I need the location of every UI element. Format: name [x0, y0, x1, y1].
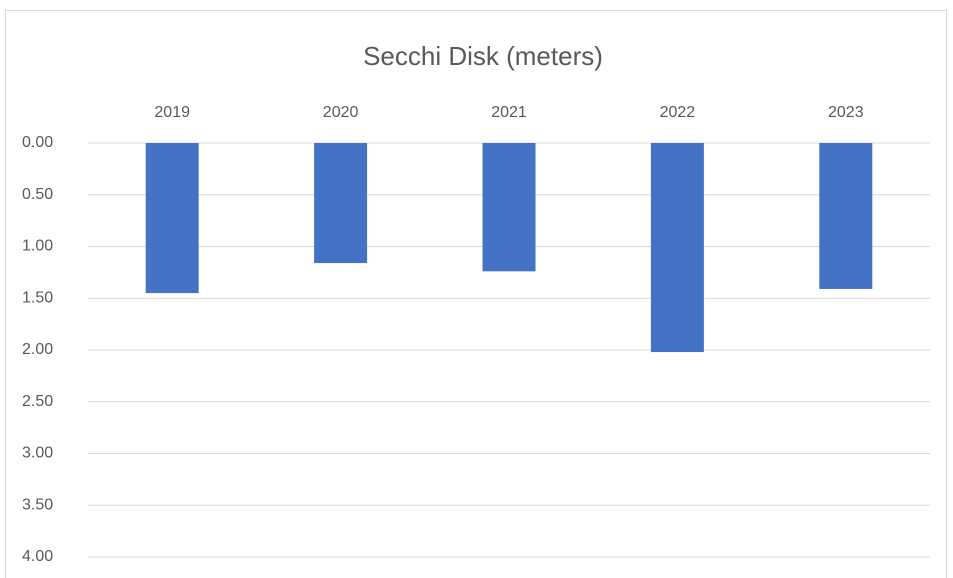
- bar: [145, 143, 199, 294]
- y-tick-label: 3.00: [22, 445, 53, 462]
- y-tick-label: 1.50: [22, 289, 53, 306]
- chart-title: Secchi Disk (meters): [363, 41, 603, 71]
- x-tick-label: 2019: [154, 104, 190, 121]
- x-tick-label: 2020: [323, 104, 359, 121]
- bar: [482, 143, 536, 272]
- chart-frame: [5, 10, 947, 578]
- bar: [650, 143, 704, 353]
- bar: [314, 143, 368, 264]
- y-tick-label: 0.50: [22, 186, 53, 203]
- y-tick-label: 3.50: [22, 496, 53, 513]
- y-tick-label: 1.00: [22, 238, 53, 255]
- x-tick-label: 2021: [491, 104, 527, 121]
- x-tick-label: 2023: [828, 104, 864, 121]
- y-tick-label: 2.50: [22, 393, 53, 410]
- y-tick-label: 2.00: [22, 341, 53, 358]
- y-tick-label: 0.00: [22, 134, 53, 151]
- y-tick-label: 4.00: [22, 548, 53, 565]
- bar: [819, 143, 873, 289]
- x-tick-label: 2022: [660, 104, 696, 121]
